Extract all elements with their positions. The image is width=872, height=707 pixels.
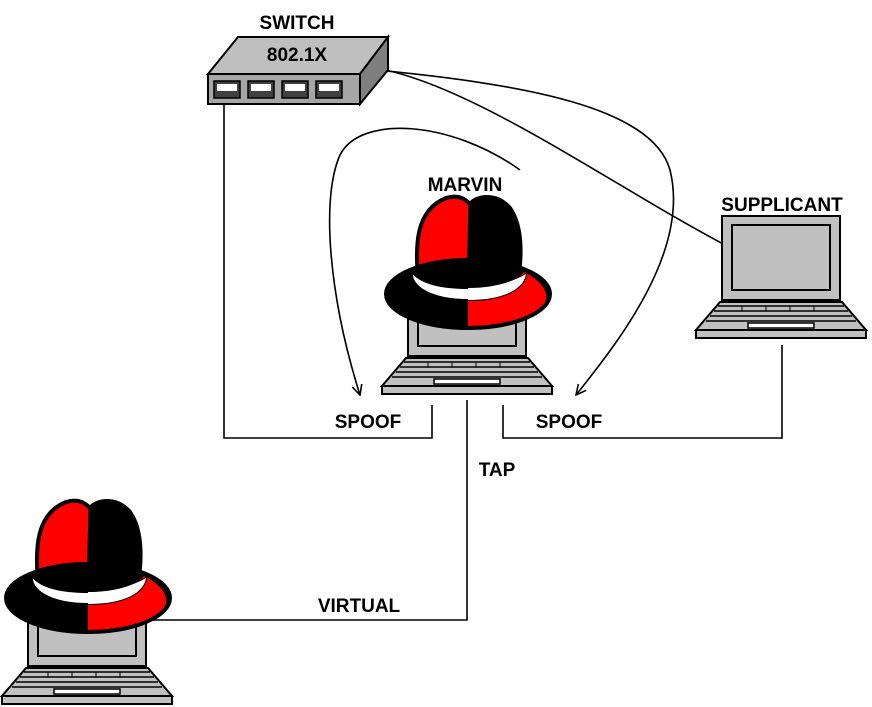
switch-to-spoof-left-line [223,104,433,439]
bridge-arrow-switch-side [375,69,675,395]
network-switch-icon [205,34,391,107]
marvin-label: MARVIN [428,175,503,196]
switch-to-supplicant-line [384,69,728,247]
marvin-hat-icon [384,194,552,330]
virtual-label: VIRTUAL [318,596,401,617]
switch-label: SWITCH [260,13,335,34]
supplicant-to-spoof-right-line [502,345,783,439]
spoof-right-label: SPOOF [536,412,603,433]
supplicant-laptop-icon [695,215,867,339]
tap-label: TAP [479,460,516,481]
switch-model-label: 802.1X [267,45,328,66]
spoof-left-label: SPOOF [335,412,402,433]
virtual-hat-icon [4,498,172,634]
bridge-arrow-supplicant-side [328,127,521,395]
supplicant-label: SUPPLICANT [721,195,843,216]
tap-line [150,400,468,621]
